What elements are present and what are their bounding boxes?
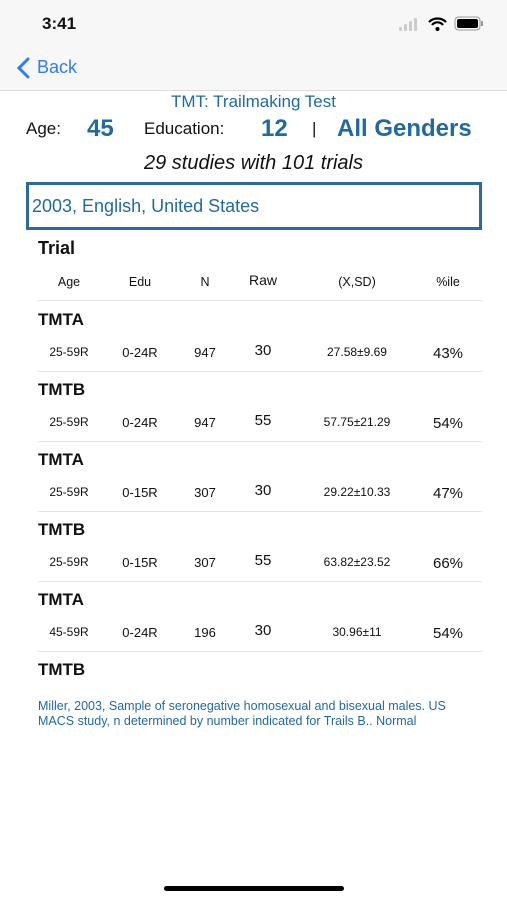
cell: 30 xyxy=(254,482,272,499)
trial-name: TMTA xyxy=(38,590,84,609)
cell: 55 xyxy=(254,412,272,429)
trial-name: TMTB xyxy=(38,380,86,399)
top-bar xyxy=(0,0,507,91)
cell: 54% xyxy=(432,415,464,432)
education-label: Education: xyxy=(144,119,225,138)
cell: 63.82±23.52 xyxy=(323,555,391,569)
age-value: 45 xyxy=(87,115,114,142)
cell: 54% xyxy=(432,625,464,642)
cell: 30 xyxy=(254,342,272,359)
column-header: (X,SD) xyxy=(338,275,376,289)
test-title: TMT: Trailmaking Test xyxy=(170,92,336,111)
trial-name: TMTB xyxy=(38,520,86,539)
back-chevron[interactable] xyxy=(16,57,30,79)
selector-box[interactable] xyxy=(26,182,482,230)
cell: 307 xyxy=(194,555,216,570)
cell: 307 xyxy=(194,485,216,500)
cell: 43% xyxy=(432,345,464,362)
status-time: 3:41 xyxy=(42,14,77,33)
education-value: 12 xyxy=(261,115,288,142)
cell: 30.96±11 xyxy=(332,625,382,639)
summary: 29 studies with 101 trials xyxy=(143,152,363,174)
column-header: Edu xyxy=(128,275,152,289)
cell: 55 xyxy=(254,552,272,569)
cell: 947 xyxy=(194,415,216,430)
cell: 0-24R xyxy=(122,345,158,360)
cell: 25-59R xyxy=(49,485,89,499)
gender-value[interactable]: All Genders xyxy=(337,115,472,142)
status-icons xyxy=(399,16,483,31)
cell: 47% xyxy=(432,485,464,502)
cell: 0-24R xyxy=(122,415,158,430)
trial-name: TMTA xyxy=(38,310,84,329)
cell: 30 xyxy=(254,622,272,639)
selector-text[interactable]: 2003, English, United States xyxy=(32,196,260,216)
cell: 29.22±10.33 xyxy=(323,485,391,499)
column-header: N xyxy=(200,275,210,289)
cell: 0-15R xyxy=(122,555,158,570)
cell: 196 xyxy=(194,625,216,640)
divider xyxy=(38,511,482,512)
divider xyxy=(38,651,482,652)
cell: 45-59R xyxy=(49,625,89,639)
cell: 27.58±9.69 xyxy=(327,345,387,359)
divider xyxy=(38,581,482,582)
age-label: Age: xyxy=(26,119,61,138)
home-indicator xyxy=(164,886,344,891)
divider xyxy=(38,441,482,442)
cell: 0-24R xyxy=(122,625,158,640)
cell: 25-59R xyxy=(49,555,89,569)
cell: 66% xyxy=(432,555,464,572)
column-header: Raw xyxy=(248,272,278,288)
cell: 25-59R xyxy=(49,415,89,429)
trial-name: TMTA xyxy=(38,450,84,469)
back-button[interactable]: Back xyxy=(37,57,78,77)
cell: 57.75±21.29 xyxy=(323,415,391,429)
footnote: Miller, 2003, Sample of seronegative hom… xyxy=(38,699,446,728)
divider xyxy=(38,300,482,301)
cell: 947 xyxy=(194,345,216,360)
table-title: Trial xyxy=(38,238,76,258)
column-header: Age xyxy=(57,275,81,289)
separator: | xyxy=(312,119,317,138)
column-header: %ile xyxy=(436,275,460,289)
trial-name: TMTB xyxy=(38,660,86,679)
cell: 25-59R xyxy=(49,345,89,359)
divider xyxy=(38,371,482,372)
cell: 0-15R xyxy=(122,485,158,500)
